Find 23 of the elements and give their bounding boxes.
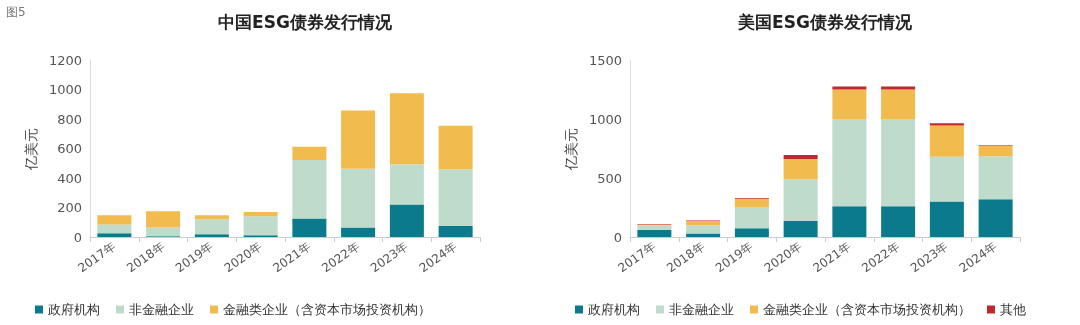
legend-label: 政府机构 [48,302,100,317]
y-tick-label: 600 [57,141,82,156]
legend-label: 非金融企业 [129,302,194,317]
y-axis-title: 亿美元 [23,127,40,171]
y-tick-label: 1000 [588,111,622,127]
legend-label: 金融类企业（含资本市场投资机构） [223,302,431,317]
y-tick-label: 0 [73,229,82,245]
chart-title: 中国ESG债券发行情况 [218,11,393,32]
y-tick-label: 200 [57,200,82,215]
chart-title: 美国ESG债券发行情况 [737,11,913,32]
y-tick-label: 1500 [588,52,622,68]
caption: 图5 [6,5,26,19]
y-tick-label: 400 [57,170,82,186]
legend-label: 其他 [1000,302,1026,317]
y-tick-label: 1000 [48,82,82,97]
legend-label: 政府机构 [588,302,640,317]
y-tick-label: 500 [597,170,622,186]
y-tick-label: 0 [613,229,622,245]
legend-label: 金融类企业（含资本市场投资机构） [763,302,971,317]
y-tick-label: 800 [57,111,82,127]
y-axis-title: 亿美元 [563,127,580,171]
y-tick-label: 1200 [48,52,82,68]
legend-label: 非金融企业 [669,302,734,317]
